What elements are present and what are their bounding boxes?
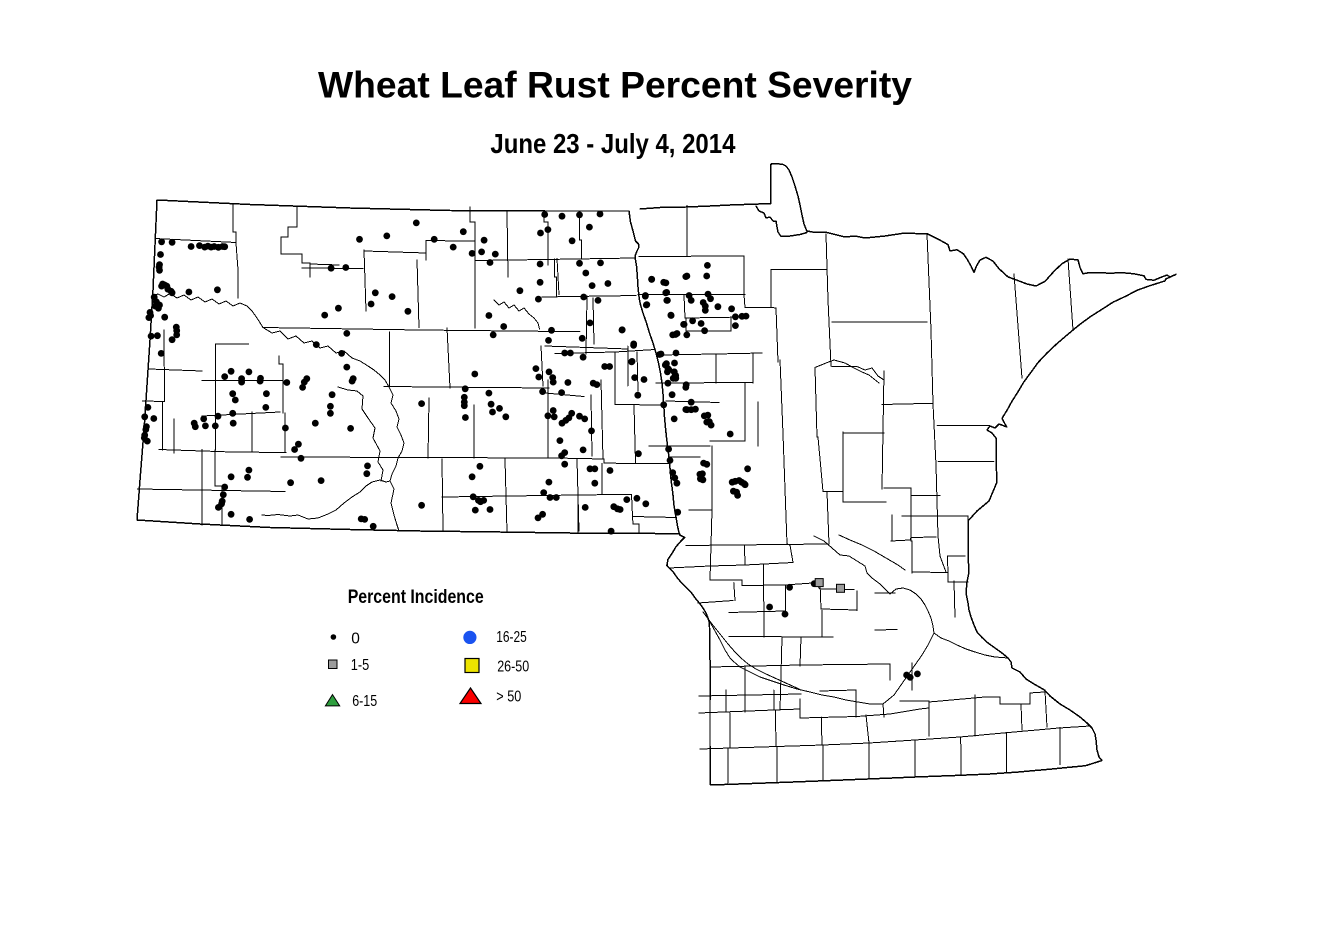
svg-text:June 23 - July 4, 2014: June 23 - July 4, 2014 xyxy=(490,128,735,159)
svg-text:> 50: > 50 xyxy=(496,688,521,705)
svg-text:1-5: 1-5 xyxy=(351,657,370,674)
svg-text:Percent Incidence: Percent Incidence xyxy=(348,587,484,608)
svg-text:6-15: 6-15 xyxy=(352,693,377,710)
svg-text:16-25: 16-25 xyxy=(496,629,527,646)
svg-text:26-50: 26-50 xyxy=(497,659,529,676)
svg-text:Wheat Leaf Rust Percent Severi: Wheat Leaf Rust Percent Severity xyxy=(318,64,912,105)
svg-text:0: 0 xyxy=(351,630,360,647)
